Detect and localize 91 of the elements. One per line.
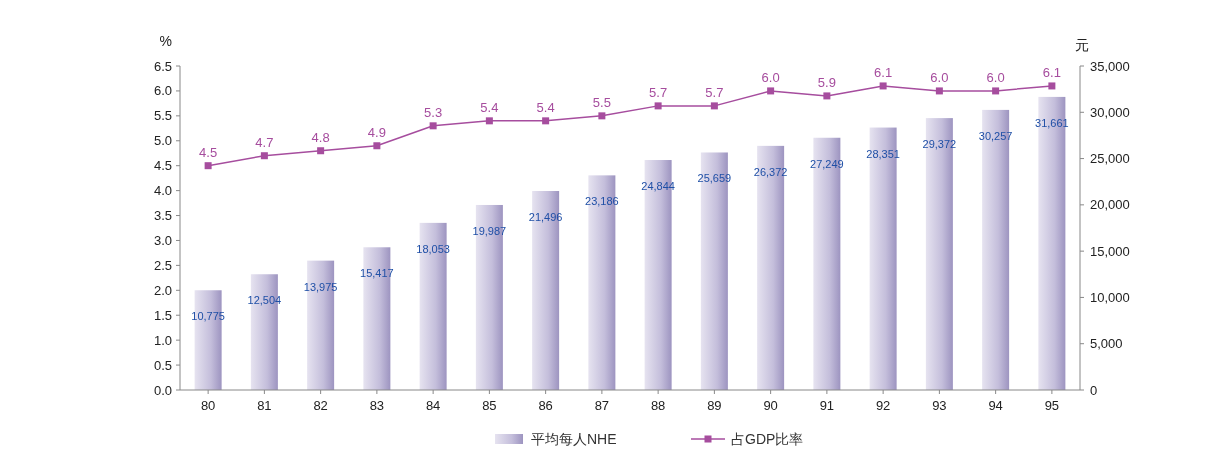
point [879, 82, 887, 90]
y2-tick-label: 0 [1090, 382, 1098, 398]
point [204, 162, 212, 170]
data-label: 5.4 [536, 99, 555, 115]
point [710, 102, 718, 110]
x-tick-label: 91 [819, 398, 835, 413]
x-tick-label: 84 [425, 398, 441, 413]
data-label: 13,975 [303, 280, 338, 293]
data-label: 24,844 [641, 180, 675, 193]
x-tick-label: 88 [650, 398, 666, 413]
y-tick-label: 4.0 [153, 183, 172, 199]
x-tick-label: 82 [313, 398, 328, 413]
y-tick-label: 2.0 [153, 282, 172, 298]
data-label: 28,351 [866, 147, 900, 160]
y2-tick-label: 20,000 [1090, 197, 1130, 213]
y-tick-label: 4.5 [153, 158, 172, 174]
data-label: 18,053 [416, 242, 450, 255]
x-tick-label: 87 [594, 398, 610, 413]
data-label: 27,249 [810, 157, 844, 170]
data-label: 5.4 [480, 99, 499, 115]
y2-axis-title: 元 [1075, 37, 1089, 53]
y2-tick-label: 25,000 [1090, 151, 1130, 167]
point [542, 117, 550, 125]
point [767, 87, 775, 95]
y-tick-label: 6.0 [153, 83, 172, 99]
y-tick-label: 0.5 [153, 357, 172, 373]
point [485, 117, 493, 125]
legend-label: 平均每人NHE [531, 431, 617, 447]
x-tick-label: 80 [200, 398, 216, 413]
data-label: 4.8 [311, 129, 330, 145]
data-label: 23,186 [585, 195, 619, 208]
y-tick-label: 5.5 [153, 108, 172, 124]
point [654, 102, 662, 110]
x-tick-label: 92 [875, 398, 891, 413]
data-label: 5.9 [817, 74, 836, 90]
data-label: 25,659 [697, 172, 732, 185]
point [1048, 82, 1056, 90]
y2-tick-label: 5,000 [1090, 336, 1123, 352]
data-label: 5.7 [705, 84, 724, 100]
point [935, 87, 943, 95]
y2-tick-label: 10,000 [1090, 289, 1130, 305]
y2-tick-label: 35,000 [1090, 58, 1130, 74]
y-tick-label: 5.0 [153, 133, 172, 149]
x-tick-label: 86 [538, 398, 553, 413]
y-tick-label: 6.5 [153, 58, 172, 74]
data-label: 6.0 [930, 69, 949, 85]
x-tick-label: 95 [1044, 398, 1060, 413]
data-label: 15,417 [360, 267, 394, 280]
data-label: 6.0 [986, 69, 1005, 85]
data-label: 4.9 [367, 124, 386, 140]
data-label: 10,775 [191, 310, 225, 323]
data-label: 12,504 [247, 294, 282, 307]
data-label: 29,372 [922, 138, 957, 151]
x-tick-label: 81 [257, 398, 272, 413]
y-tick-label: 3.5 [153, 208, 172, 224]
data-label: 4.7 [255, 134, 274, 150]
point [429, 122, 437, 130]
data-label: 6.1 [874, 64, 893, 80]
bar [363, 247, 391, 390]
x-tick-label: 85 [482, 398, 497, 413]
data-label: 5.7 [649, 84, 668, 100]
data-label: 21,496 [528, 211, 563, 224]
data-label: 5.5 [592, 94, 611, 110]
x-tick-label: 93 [932, 398, 947, 413]
data-label: 31,661 [1035, 116, 1069, 129]
x-tick-label: 89 [707, 398, 722, 413]
legend-label: 占GDP比率 [731, 431, 804, 447]
point [317, 147, 325, 155]
x-tick-label: 83 [369, 398, 385, 413]
point [598, 112, 606, 120]
data-label: 6.1 [1042, 64, 1061, 80]
data-label: 4.5 [199, 144, 218, 160]
y2-tick-label: 30,000 [1090, 104, 1130, 120]
point [992, 87, 1000, 95]
y-tick-label: 3.0 [153, 233, 172, 249]
point [260, 152, 268, 160]
x-tick-label: 90 [763, 398, 778, 413]
y-tick-label: 1.0 [153, 332, 172, 348]
data-label: 30,257 [978, 129, 1013, 142]
y-tick-label: 1.5 [153, 307, 172, 323]
y-tick-label: 0.0 [153, 382, 172, 398]
point [823, 92, 831, 100]
y2-tick-label: 15,000 [1090, 243, 1130, 259]
data-label: 19,987 [472, 224, 507, 237]
data-label: 6.0 [761, 69, 780, 85]
point [373, 142, 381, 150]
data-label: 26,372 [753, 165, 788, 178]
y-axis-title: % [159, 33, 172, 49]
y-tick-label: 2.5 [153, 257, 172, 273]
x-tick-label: 94 [988, 398, 1003, 413]
data-label: 5.3 [424, 104, 443, 120]
